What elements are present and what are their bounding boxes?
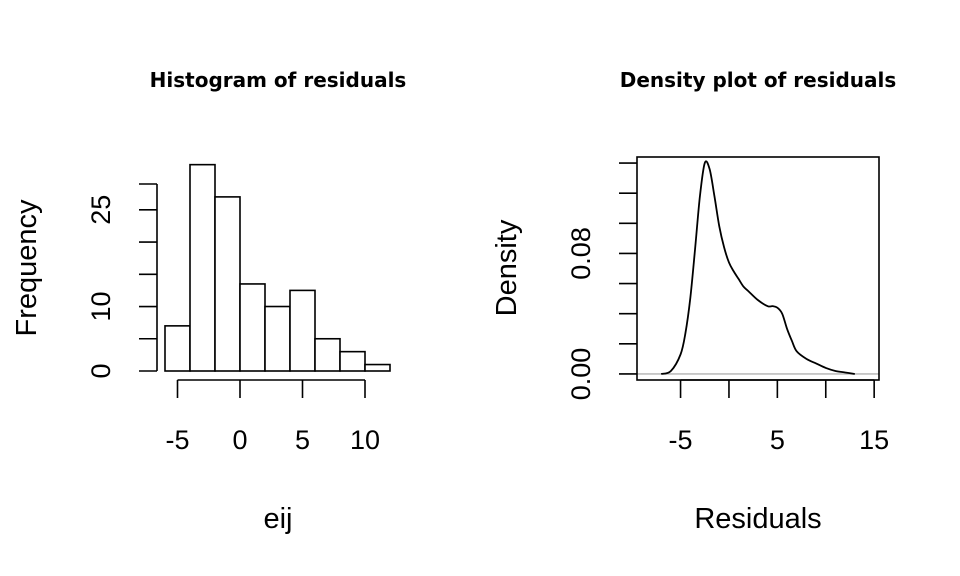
density-panel: Density plot of residuals Residuals Dens… <box>491 68 896 535</box>
histogram-x-axis-label: eij <box>263 503 292 535</box>
histogram-x-axis: -5 0 5 10 <box>165 379 380 455</box>
density-x-axis-label: Residuals <box>694 503 821 535</box>
histogram-title: Histogram of residuals <box>150 68 407 92</box>
histogram-y-tick-label: 0 <box>86 363 116 378</box>
density-title: Density plot of residuals <box>620 68 897 92</box>
histogram-bar <box>289 289 316 372</box>
density-y-axis: 0.00 0.08 <box>566 162 637 401</box>
histogram-x-tick-label: -5 <box>165 425 189 455</box>
histogram-bars <box>164 163 391 372</box>
histogram-bar <box>189 163 216 372</box>
density-curve <box>660 160 855 375</box>
histogram-bar <box>264 305 291 372</box>
histogram-bar <box>314 337 341 372</box>
density-y-axis-label: Density <box>491 219 523 316</box>
density-plot-frame <box>636 156 880 381</box>
histogram-bar <box>364 363 391 372</box>
histogram-panel: Histogram of residuals eij Frequency -5 0… <box>11 68 406 535</box>
histogram-bar <box>239 283 266 372</box>
histogram-y-tick-label: 10 <box>86 291 116 321</box>
histogram-bar <box>214 196 241 372</box>
histogram-x-tick-label: 10 <box>350 425 380 455</box>
density-x-axis: -5 5 15 <box>669 379 889 455</box>
histogram-bar <box>339 350 366 372</box>
histogram-bar <box>164 325 191 372</box>
histogram-y-tick-label: 25 <box>86 195 116 225</box>
density-x-tick-label: 15 <box>859 425 889 455</box>
density-x-tick-label: -5 <box>669 425 693 455</box>
density-x-tick-label: 5 <box>770 425 785 455</box>
density-y-tick-label: 0.08 <box>566 227 596 280</box>
histogram-x-tick-label: 5 <box>295 425 310 455</box>
histogram-y-axis: 0 10 25 <box>86 183 158 379</box>
histogram-x-tick-label: 0 <box>232 425 247 455</box>
histogram-y-axis-label: Frequency <box>11 199 43 337</box>
density-y-tick-label: 0.00 <box>566 348 596 401</box>
